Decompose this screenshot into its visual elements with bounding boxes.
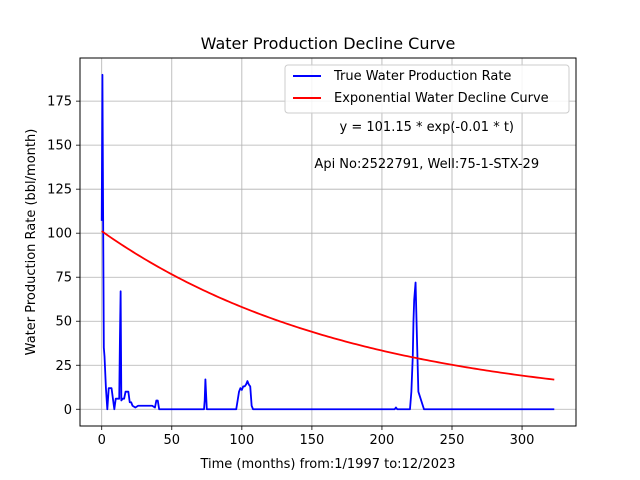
true-production-line (100, 73, 555, 411)
x-tick-label: 150 (299, 433, 324, 448)
legend-box (284, 64, 570, 114)
x-tick-label: 250 (440, 433, 465, 448)
y-tick-label: 150 (47, 139, 72, 154)
chart-title: Water Production Decline Curve (201, 34, 456, 53)
equation-annotation: y = 101.15 * exp(-0.01 * t) (340, 120, 514, 135)
exponential-decline-line (101, 230, 555, 381)
x-tick-label: 300 (510, 433, 535, 448)
legend: True Water Production Rate Exponential W… (284, 64, 570, 114)
y-tick-label: 25 (55, 359, 72, 374)
x-axis-label: Time (months) from:1/1997 to:12/2023 (199, 457, 455, 472)
x-tick-label: 0 (98, 433, 106, 448)
x-axis-ticks: 0 50 100 150 200 250 300 (98, 426, 535, 448)
legend-label-true-rate: True Water Production Rate (333, 69, 511, 84)
plot-series (100, 73, 555, 411)
well-info-annotation: Api No:2522791, Well:75-1-STX-29 (314, 157, 539, 172)
y-tick-label: 75 (55, 271, 72, 286)
y-axis-ticks: 0 25 50 75 100 125 150 175 (47, 95, 80, 418)
y-tick-label: 0 (64, 403, 72, 418)
y-axis-label: Water Production Rate (bbl/month) (24, 129, 39, 356)
y-tick-label: 175 (47, 95, 72, 110)
plot-area-frame (79, 57, 577, 427)
x-tick-label: 100 (229, 433, 254, 448)
x-tick-label: 200 (370, 433, 395, 448)
y-tick-label: 125 (47, 183, 72, 198)
y-tick-label: 100 (47, 227, 72, 242)
legend-label-exponential-curve: Exponential Water Decline Curve (334, 91, 549, 106)
x-tick-label: 50 (164, 433, 181, 448)
y-tick-label: 50 (55, 315, 72, 330)
